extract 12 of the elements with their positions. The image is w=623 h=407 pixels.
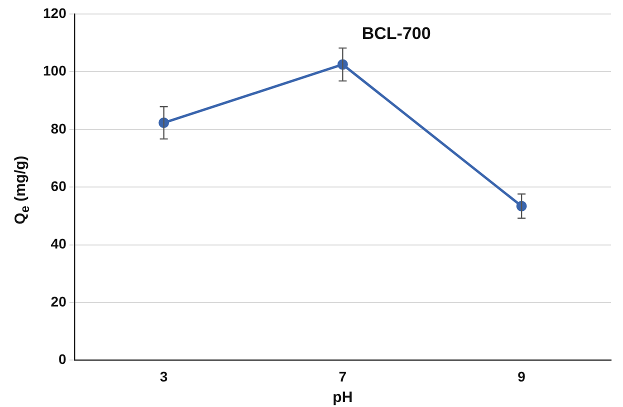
x-tick-label: 3 [160, 368, 168, 384]
y-tick-label: 80 [50, 120, 67, 136]
y-tick-label: 60 [50, 178, 67, 194]
x-tick-label: 7 [338, 368, 347, 384]
text: BCL-700 [362, 24, 431, 44]
x-tick-label: 9 [518, 368, 526, 384]
y-tick-label: 40 [50, 236, 67, 252]
y-tick-label: 100 [43, 62, 67, 79]
y-tick-label: 20 [50, 293, 67, 310]
x-axis-title: pH [332, 389, 353, 406]
y-tick-label: 0 [58, 351, 67, 368]
y-tick-label: 120 [43, 4, 67, 21]
